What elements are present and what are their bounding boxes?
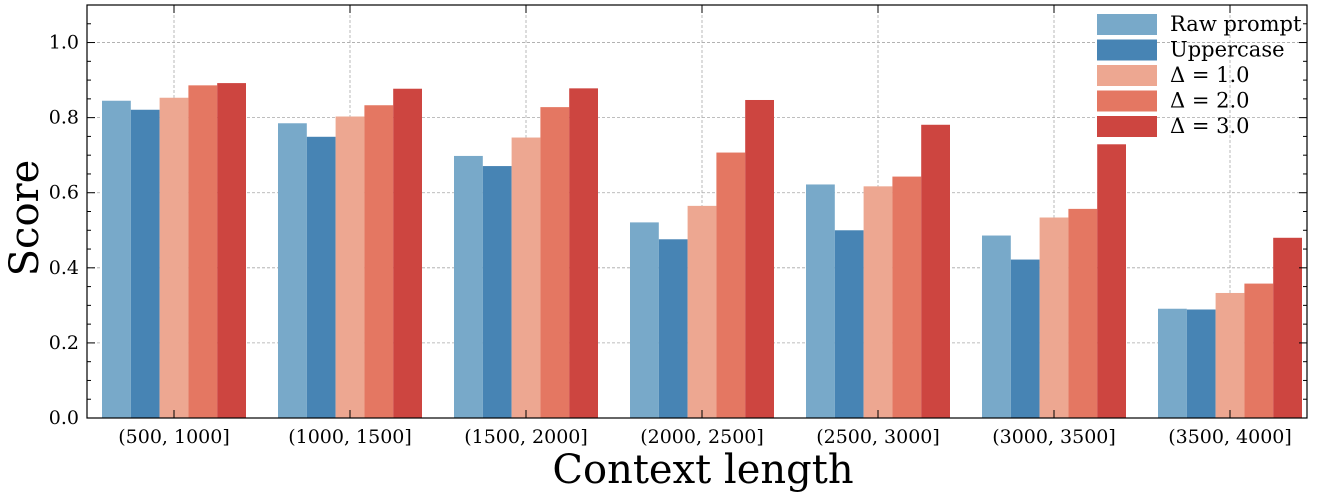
bar: [569, 88, 598, 419]
y-tick-label: 0.6: [49, 182, 79, 204]
y-tick-label: 0.0: [49, 407, 79, 429]
bar: [1010, 259, 1040, 418]
x-tick-label: (2000, 2500]: [640, 426, 764, 448]
bar: [921, 124, 950, 419]
y-tick-label: 0.2: [49, 332, 79, 354]
bar: [102, 100, 131, 418]
bar: [630, 222, 659, 418]
x-tick-label: (1000, 1500]: [288, 426, 412, 448]
bars: [102, 83, 1302, 419]
x-tick-label: (3000, 3500]: [992, 426, 1116, 448]
x-axis-title: Context length: [552, 447, 853, 493]
bar: [278, 123, 307, 418]
bar: [511, 137, 541, 418]
x-tick-label: (3500, 4000]: [1168, 426, 1292, 448]
bar: [863, 186, 893, 418]
bar: [159, 97, 189, 418]
bar: [130, 109, 160, 418]
legend-swatch: [1097, 116, 1157, 137]
bar: [834, 230, 864, 418]
y-tick-label: 0.4: [49, 257, 79, 279]
y-tick-label: 0.8: [49, 107, 79, 129]
bar: [1186, 309, 1216, 418]
bar: [1039, 217, 1069, 418]
bar: [687, 205, 717, 418]
bar: [217, 83, 246, 418]
legend-label: Δ = 1.0: [1170, 63, 1250, 87]
bar: [1244, 283, 1274, 418]
legend-label: Uppercase: [1170, 38, 1285, 62]
bar: [745, 99, 774, 419]
legend-swatch: [1097, 39, 1157, 61]
bar: [335, 116, 365, 418]
x-tick-label: (1500, 2000]: [464, 426, 588, 448]
bar: [982, 235, 1011, 418]
bar: [188, 85, 218, 418]
bar: [1097, 144, 1126, 418]
bar: [1273, 237, 1302, 418]
bar: [482, 166, 512, 418]
bar: [716, 152, 746, 418]
x-tick-label: (500, 1000]: [118, 426, 230, 448]
axes: [86, 4, 1308, 419]
y-axis-title: Score: [2, 160, 48, 277]
legend-swatch: [1097, 14, 1157, 35]
bar: [1158, 308, 1187, 418]
bar: [806, 184, 835, 418]
bar: [540, 107, 570, 419]
bar: [1068, 208, 1098, 418]
bar: [364, 105, 394, 418]
bar: [454, 155, 483, 418]
legend-label: Δ = 2.0: [1170, 89, 1250, 113]
bar: [658, 239, 688, 418]
tick-labels: 0.0 0.2 0.4 0.6 0.8 1.0 (500, 1000] (1000, 1500…: [49, 32, 1292, 448]
y-tick-label: 1.0: [49, 32, 79, 54]
x-tick-label: (2500, 3000]: [816, 426, 940, 448]
legend-label: Δ = 3.0: [1170, 114, 1250, 138]
bar: [1215, 292, 1245, 418]
bar: [892, 176, 922, 418]
legend-swatch: [1097, 90, 1157, 112]
bar: [393, 88, 422, 418]
bar: [306, 136, 336, 418]
legend-label: Raw prompt: [1170, 12, 1302, 36]
legend-swatch: [1097, 65, 1157, 86]
